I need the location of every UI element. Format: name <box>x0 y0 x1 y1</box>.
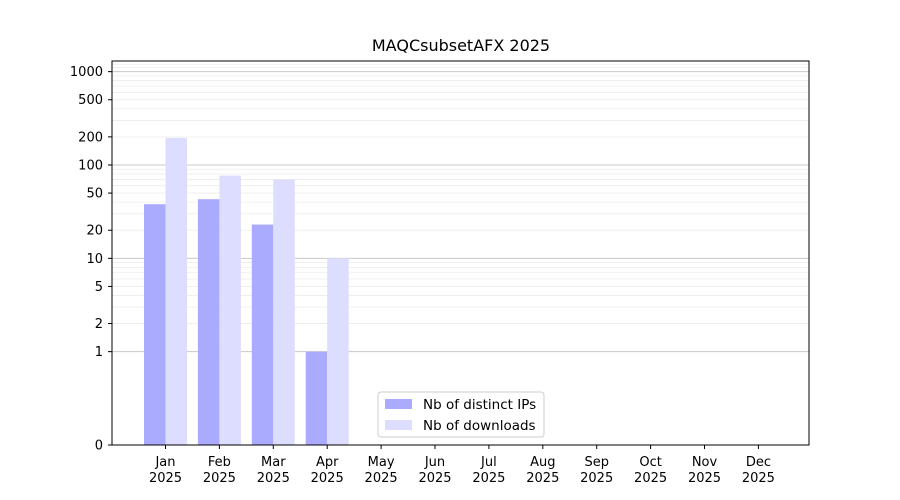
plot-frame <box>111 60 810 446</box>
x-tick-label-year: 2025 <box>526 471 559 486</box>
x-tick-label-year: 2025 <box>418 471 451 486</box>
bar-distinct-ips <box>144 204 166 445</box>
y-tick-label: 0 <box>95 439 103 454</box>
x-tick-label-year: 2025 <box>257 471 290 486</box>
x-tick-label-month: Mar <box>261 455 286 470</box>
bar-distinct-ips <box>251 224 274 445</box>
x-tick-label-year: 2025 <box>742 471 775 486</box>
x-tick-label-month: Jul <box>480 455 497 470</box>
y-tick-label: 100 <box>78 158 103 173</box>
bar-downloads <box>327 258 349 445</box>
x-tick-label-year: 2025 <box>580 471 613 486</box>
x-tick-label-year: 2025 <box>365 471 398 486</box>
bar-downloads <box>165 137 187 445</box>
x-tick-label-month: Oct <box>639 455 661 470</box>
x-tick-label-month: Sep <box>584 455 609 470</box>
bar-distinct-ips <box>305 351 328 445</box>
bar-distinct-ips <box>197 199 220 445</box>
legend-label: Nb of distinct IPs <box>423 397 536 413</box>
bar-downloads <box>219 175 241 445</box>
y-tick-label: 2 <box>95 317 103 332</box>
y-tick-label: 50 <box>86 187 103 202</box>
x-tick-label-month: Nov <box>692 455 718 470</box>
x-tick-label-year: 2025 <box>149 471 182 486</box>
bar-downloads <box>273 179 295 445</box>
x-tick-label-year: 2025 <box>634 471 667 486</box>
x-tick-label-year: 2025 <box>472 471 505 486</box>
x-tick-label-month: Aug <box>530 455 555 470</box>
bars-layer <box>144 137 349 445</box>
x-tick-label-month: Feb <box>208 455 231 470</box>
x-tick-label-month: Jun <box>424 455 445 470</box>
y-tick-label: 5 <box>95 280 103 295</box>
y-tick-label: 200 <box>78 130 103 145</box>
x-tick-label-year: 2025 <box>311 471 344 486</box>
x-tick-label-month: Apr <box>316 455 339 470</box>
y-tick-label: 500 <box>78 93 103 108</box>
y-tick-label: 1000 <box>70 65 103 80</box>
x-tick-label-month: Dec <box>746 455 771 470</box>
axes-layer: 01251020501002005001000Jan2025Feb2025Mar… <box>70 65 775 486</box>
chart-title: MAQCsubsetAFX 2025 <box>372 36 550 55</box>
legend-swatch <box>385 399 412 409</box>
x-tick-label-month: Jan <box>154 455 175 470</box>
legend-box <box>377 391 545 438</box>
y-tick-label: 1 <box>95 345 103 360</box>
legend-swatch <box>385 420 412 430</box>
x-tick-label-year: 2025 <box>203 471 236 486</box>
legend-label: Nb of downloads <box>423 418 536 434</box>
x-tick-label-year: 2025 <box>688 471 721 486</box>
y-tick-label: 20 <box>86 224 103 239</box>
legend: Nb of distinct IPs Nb of downloads <box>377 391 545 438</box>
x-tick-label-month: May <box>368 455 395 470</box>
y-tick-label: 10 <box>86 252 103 267</box>
